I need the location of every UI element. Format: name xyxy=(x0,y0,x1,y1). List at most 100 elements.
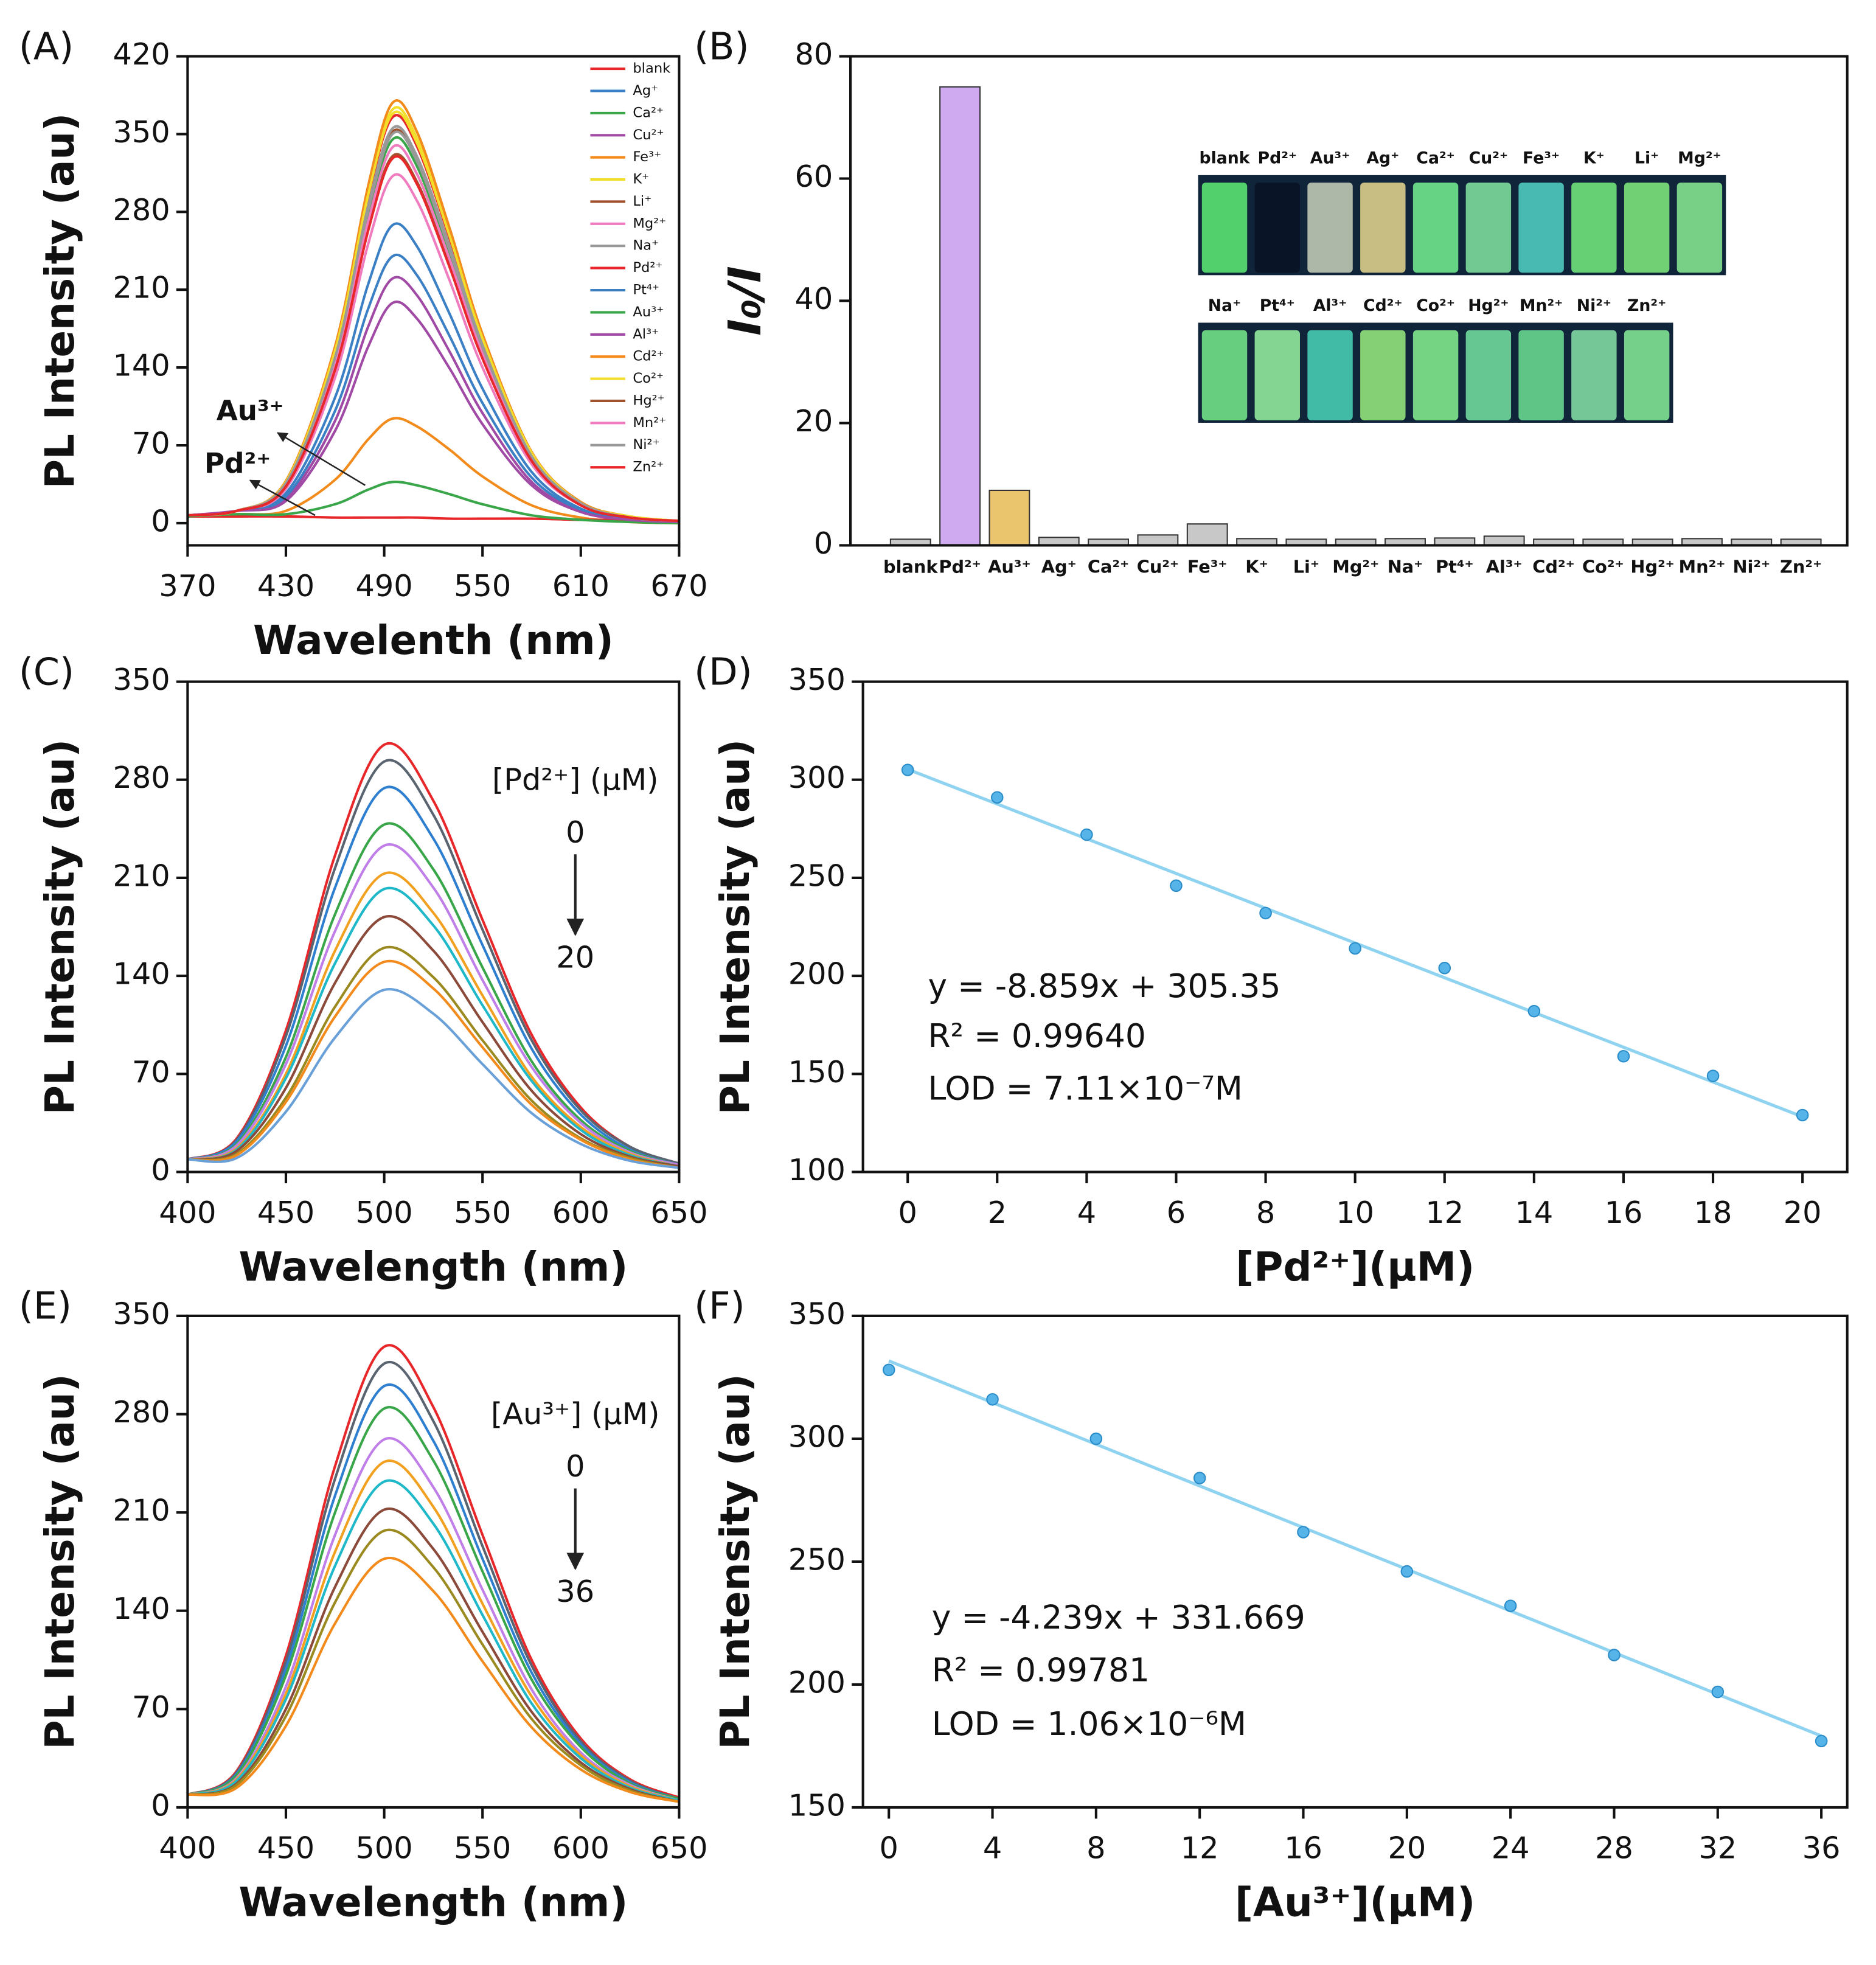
y-tick-label: 70 xyxy=(132,425,170,461)
bar xyxy=(1186,523,1228,546)
vial xyxy=(1307,183,1353,273)
data-point xyxy=(1706,1069,1720,1082)
x-tick-label: 650 xyxy=(650,1195,707,1230)
y-tick-label: 0 xyxy=(814,526,833,561)
x-tick-label: Zn²⁺ xyxy=(1780,556,1822,577)
concentration-start: 0 xyxy=(566,815,585,850)
y-tick-label: 70 xyxy=(132,1689,170,1725)
plot-frame xyxy=(186,1314,681,1809)
spectrum-line xyxy=(187,1361,680,1801)
y-tick-label: 280 xyxy=(113,760,170,795)
bar xyxy=(939,86,981,546)
y-tick-label: 20 xyxy=(795,403,833,439)
x-tick-label: 2 xyxy=(988,1195,1007,1230)
x-tick-label: 12 xyxy=(1181,1830,1219,1865)
x-tick-label: 670 xyxy=(650,568,707,603)
spectrum-line xyxy=(187,222,679,524)
plot-frame xyxy=(849,55,1849,547)
annotation-arrow xyxy=(249,479,316,516)
y-tick-label: 40 xyxy=(795,281,833,316)
x-tick-label: 490 xyxy=(356,568,413,603)
x-axis-title: Wavelenth (nm) xyxy=(253,617,614,664)
spectrum-line xyxy=(187,886,679,1168)
vial xyxy=(1624,330,1670,420)
x-tick-label: 4 xyxy=(983,1830,1002,1865)
x-tick-label: 8 xyxy=(1086,1830,1105,1865)
vial xyxy=(1412,183,1459,273)
vial-label: blank xyxy=(1199,149,1250,168)
y-tick-label: 140 xyxy=(113,348,170,383)
y-tick-label: 280 xyxy=(113,1394,170,1430)
x-tick-label: 450 xyxy=(257,1830,314,1865)
spectrum-line xyxy=(187,1344,680,1799)
data-point xyxy=(882,1363,895,1377)
x-tick-label: 8 xyxy=(1256,1195,1275,1230)
panel-label: (F) xyxy=(694,1284,745,1328)
data-point xyxy=(1617,1049,1630,1063)
panel: (C) 0 70 140 210 280 350 400 450 500 550 600 650 Wave… xyxy=(19,650,708,1290)
spectrum-line xyxy=(187,785,680,1166)
y-tick-label: 350 xyxy=(113,662,170,697)
legend-label: Ni²⁺ xyxy=(633,437,659,453)
data-point xyxy=(1193,1472,1206,1484)
y-tick-label: 150 xyxy=(788,1787,846,1823)
x-tick-label: 20 xyxy=(1784,1195,1822,1230)
panel: (F) 150 200 250 300 350 0 4 8 12 16 20 24 28 32 36 [Au³⁺… xyxy=(694,1284,1849,1925)
y-tick-label: 200 xyxy=(788,1664,846,1700)
x-tick-label: 10 xyxy=(1336,1195,1374,1230)
vial xyxy=(1465,330,1512,420)
x-tick-label: Ca²⁺ xyxy=(1088,556,1129,577)
x-tick-label: 650 xyxy=(650,1830,707,1865)
y-axis-title: PL Intensity (au) xyxy=(36,1374,83,1750)
vial-label: Hg²⁺ xyxy=(1468,296,1509,315)
y-tick-label: 70 xyxy=(132,1054,170,1090)
panel-label: (D) xyxy=(694,650,752,694)
y-tick-label: 350 xyxy=(113,1296,170,1331)
annotation-arrow xyxy=(276,432,366,486)
concentration-end: 36 xyxy=(556,1574,594,1609)
spectrum-line xyxy=(187,742,680,1165)
y-tick-label: 60 xyxy=(795,159,833,194)
spectrum-line xyxy=(187,155,679,523)
spectrum-line xyxy=(187,1383,680,1801)
x-tick-label: 14 xyxy=(1515,1195,1553,1230)
vial xyxy=(1465,183,1512,273)
x-tick-label: Mn²⁺ xyxy=(1679,556,1726,577)
data-point xyxy=(1259,906,1272,920)
vial xyxy=(1201,183,1248,273)
spectrum-line xyxy=(187,253,679,524)
spectrum-line xyxy=(187,1406,680,1801)
legend-label: Pd²⁺ xyxy=(633,260,662,276)
data-point xyxy=(1608,1649,1621,1661)
x-tick-label: 550 xyxy=(454,1195,511,1230)
legend-label: Fe³⁺ xyxy=(633,149,661,165)
vial xyxy=(1254,330,1301,420)
y-axis-title: PL Intensity (au) xyxy=(36,113,83,489)
y-tick-label: 100 xyxy=(788,1152,846,1188)
vial-label: Co²⁺ xyxy=(1416,296,1455,315)
spectrum-line xyxy=(187,843,679,1166)
bar xyxy=(1483,535,1525,546)
y-tick-label: 210 xyxy=(113,1493,170,1528)
legend-label: Zn²⁺ xyxy=(633,459,664,475)
spectrum-line xyxy=(187,301,679,524)
data-point xyxy=(991,791,1004,804)
bar xyxy=(1137,534,1179,546)
x-tick-label: Au³⁺ xyxy=(988,556,1031,577)
legend-label: Li⁺ xyxy=(633,193,651,209)
vial xyxy=(1360,183,1406,273)
data-point xyxy=(901,763,914,776)
x-tick-label: Al³⁺ xyxy=(1486,556,1523,577)
data-point xyxy=(1527,1004,1541,1018)
x-tick-label: 24 xyxy=(1492,1830,1530,1865)
legend-label: Mg²⁺ xyxy=(633,215,666,231)
x-tick-label: Na⁺ xyxy=(1388,556,1423,577)
vial-label: Li⁺ xyxy=(1635,149,1659,168)
x-tick-label: 0 xyxy=(880,1830,898,1865)
legend-label: Au³⁺ xyxy=(633,304,664,320)
vial xyxy=(1624,183,1670,273)
x-tick-label: 12 xyxy=(1425,1195,1464,1230)
y-tick-label: 300 xyxy=(788,760,846,795)
y-tick-label: 0 xyxy=(151,503,170,538)
legend-label: Hg²⁺ xyxy=(633,392,664,408)
